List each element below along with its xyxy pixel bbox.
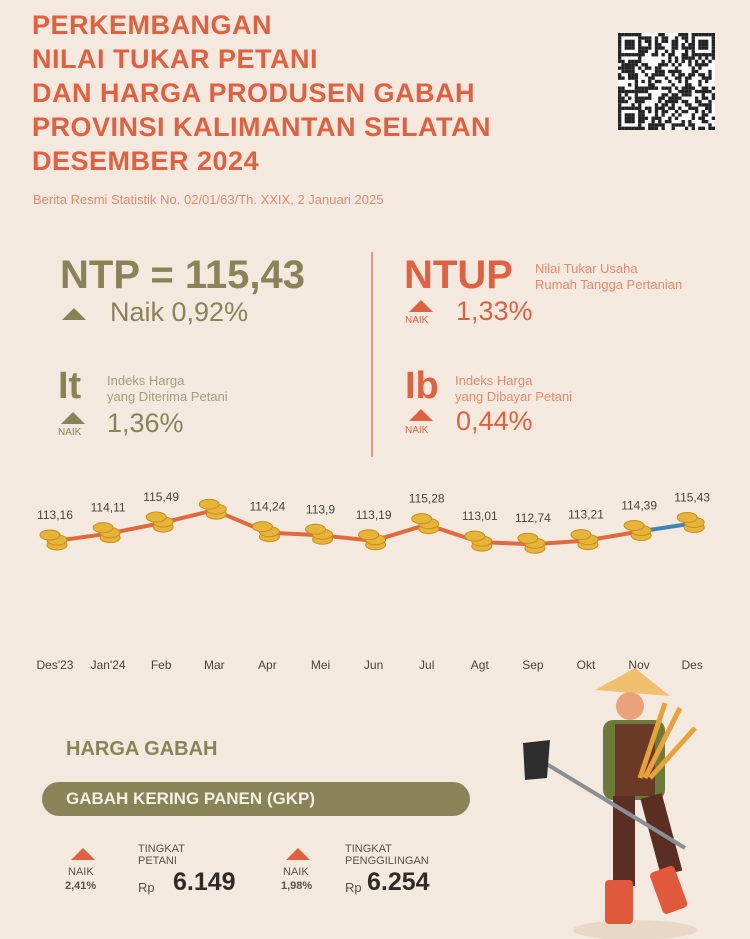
coin-stack-icon [39, 529, 68, 551]
up-arrow-icon [61, 412, 85, 424]
x-tick-label: Jan'24 [91, 658, 126, 672]
ib-change: 0,44% [456, 406, 533, 436]
petani-change: 2,41% [65, 880, 97, 892]
naik-label: NAIK [405, 425, 429, 436]
ntp-line-chart: 113,16 Des'23 114,11 Jan'24 115,49 Feb 117,16 M… [37, 490, 711, 672]
penggilingan-change: 1,98% [281, 880, 313, 892]
ib-desc: Indeks Harga yang Dibayar Petani [455, 373, 573, 404]
it-change: 1,36% [107, 408, 184, 438]
x-tick-label: Mei [311, 658, 330, 672]
ntup-abbr: NTUP [404, 253, 513, 297]
x-tick-label: Des'23 [37, 658, 74, 672]
ib-abbr: Ib [405, 365, 439, 407]
coin-stack-icon [676, 512, 705, 534]
x-tick-label: Jun [364, 658, 383, 672]
qr-code-icon[interactable] [618, 33, 715, 130]
title-line: PERKEMBANGAN [32, 10, 273, 40]
ntp-change: Naik 0,92% [110, 297, 249, 327]
penggilingan-price: 6.254 [367, 868, 430, 896]
coin-stack-icon [92, 522, 121, 544]
data-label: 112,74 [515, 511, 551, 525]
data-label: 115,49 [143, 490, 179, 504]
title-line: PROVINSI KALIMANTAN SELATAN [32, 112, 491, 142]
coin-stack-icon [464, 530, 493, 552]
title-line: DESEMBER 2024 [32, 146, 260, 176]
data-label: 113,01 [462, 509, 498, 523]
x-tick-label: Mar [204, 658, 225, 672]
ntup-desc: Nilai Tukar Usaha Rumah Tangga Pertanian [535, 261, 683, 292]
subtitle: Berita Resmi Statistik No. 02/01/63/Th. … [33, 192, 384, 207]
coin-stack-icon [198, 498, 227, 520]
up-arrow-icon [286, 848, 310, 860]
data-label: 114,24 [249, 500, 285, 514]
coin-stack-icon [358, 529, 387, 551]
it-abbr: It [58, 365, 82, 407]
data-label: 114,39 [621, 499, 657, 513]
naik-label: NAIK [58, 427, 82, 438]
up-arrow-icon [71, 848, 95, 860]
x-tick-label: Des [682, 658, 703, 672]
ntup-change: 1,33% [456, 296, 533, 326]
data-label: 113,16 [37, 508, 73, 522]
divider [371, 252, 373, 457]
currency: Rp [138, 880, 155, 895]
coin-stack-icon [623, 520, 652, 542]
up-arrow-icon [62, 308, 86, 320]
naik-label: NAIK [283, 866, 309, 878]
x-tick-label: Sep [522, 658, 544, 672]
data-label: 117,16 [196, 490, 232, 491]
title-line: DAN HARGA PRODUSEN GABAH [32, 78, 476, 108]
x-tick-label: Feb [151, 658, 172, 672]
data-label: 115,28 [409, 492, 445, 506]
data-label: 114,11 [91, 501, 126, 515]
x-tick-label: Apr [258, 658, 277, 672]
x-tick-label: Okt [577, 658, 596, 672]
data-label: 113,9 [306, 502, 335, 516]
coin-stack-icon [517, 532, 546, 554]
title-line: NILAI TUKAR PETANI [32, 44, 318, 74]
up-arrow-icon [409, 409, 433, 421]
it-desc: Indeks Harga yang Diterima Petani [107, 373, 228, 404]
penggilingan-label: TINGKAT PENGGILINGAN [345, 843, 429, 867]
coin-stack-icon [411, 513, 440, 535]
data-label: 115,43 [674, 491, 710, 505]
harga-gabah-heading: HARGA GABAH [66, 738, 218, 760]
gkp-banner: GABAH KERING PANEN (GKP) [42, 782, 470, 816]
page-title: PERKEMBANGAN NILAI TUKAR PETANI DAN HARG… [32, 8, 491, 178]
ntp-value: NTP = 115,43 [60, 253, 305, 297]
x-tick-label: Agt [471, 658, 490, 672]
naik-label: NAIK [405, 315, 429, 326]
farmer-illustration [523, 668, 697, 939]
up-arrow-icon [409, 300, 433, 312]
coin-stack-icon [145, 511, 174, 533]
coin-stack-icon [251, 521, 280, 543]
currency: Rp [345, 880, 362, 895]
data-label: 113,19 [356, 508, 392, 522]
coin-stack-icon [570, 529, 599, 551]
naik-label: NAIK [68, 866, 94, 878]
x-tick-label: Jul [419, 658, 434, 672]
petani-label: TINGKAT PETANI [138, 843, 185, 867]
data-label: 113,21 [568, 508, 604, 522]
coin-stack-icon [305, 523, 333, 545]
petani-price: 6.149 [173, 868, 236, 896]
x-tick-label: Nov [628, 658, 649, 672]
